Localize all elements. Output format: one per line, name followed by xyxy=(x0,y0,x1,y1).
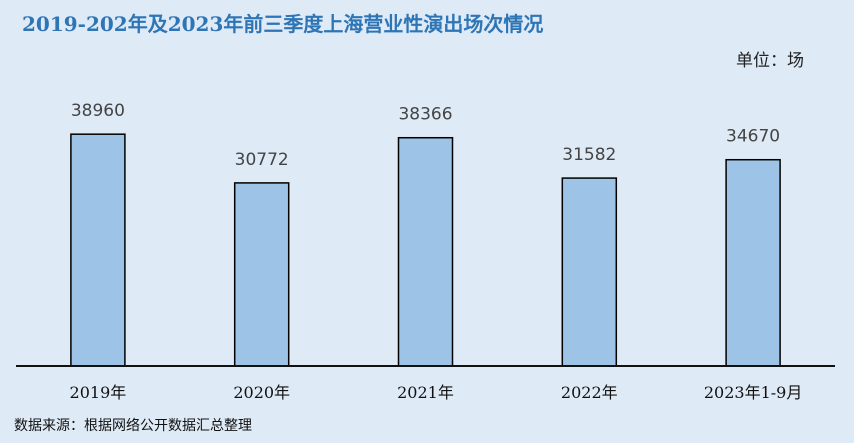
unit-label: 单位：场 xyxy=(736,51,804,71)
chart-title: 2019-202年及2023年前三季度上海营业性演出场次情况 xyxy=(22,12,544,36)
x-tick-label: 2021年 xyxy=(397,383,454,402)
bar xyxy=(70,133,126,367)
x-tick-label: 2019年 xyxy=(70,383,127,402)
bar xyxy=(561,177,618,367)
bar xyxy=(397,136,454,367)
data-label: 38960 xyxy=(71,101,125,121)
x-tick-label: 2023年1-9月 xyxy=(704,383,803,402)
x-tick-label: 2020年 xyxy=(233,383,290,402)
data-label: 31582 xyxy=(562,145,616,165)
x-tick-label: 2022年 xyxy=(561,383,618,402)
bar xyxy=(233,182,290,367)
data-label: 38366 xyxy=(398,105,452,125)
source-note: 数据来源：根据网络公开数据汇总整理 xyxy=(14,418,252,434)
data-label: 30772 xyxy=(235,150,289,170)
bar xyxy=(725,158,781,367)
data-label: 34670 xyxy=(726,127,780,147)
